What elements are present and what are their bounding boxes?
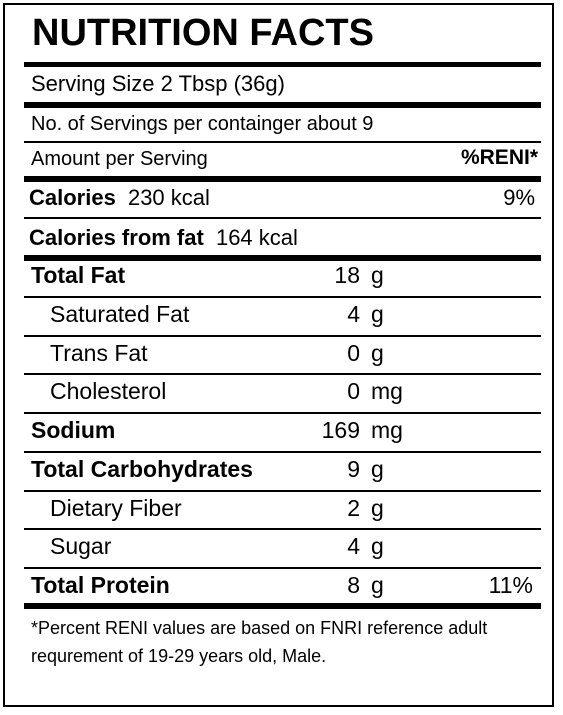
amount-per-serving: Amount per Serving (31, 148, 208, 170)
nutrient-row: Dietary Fiber 2 g (0, 495, 563, 531)
nutrient-reni-pct: 11% (488, 572, 533, 598)
nutrient-name: Sodium (31, 417, 116, 443)
divider-thin (24, 412, 541, 414)
nutrient-row: Sodium 169 mg (0, 417, 563, 453)
divider-thin (24, 373, 541, 375)
nutrient-amount: 0 (347, 340, 360, 366)
nutrient-amount: 8 (347, 572, 360, 598)
nutrient-unit: g (371, 572, 384, 598)
divider-thin (24, 567, 541, 569)
calories-pct: 9% (503, 185, 535, 210)
nutrient-name: Total Protein (31, 572, 170, 598)
nutrient-row: Saturated Fat 4 g (0, 301, 563, 337)
nutrient-unit: mg (371, 417, 403, 443)
nutrient-row: Sugar 4 g (0, 533, 563, 569)
divider-thin (24, 335, 541, 337)
nutrient-unit: g (371, 456, 384, 482)
nutrient-name: Total Carbohydrates (31, 456, 253, 482)
divider-thin (24, 141, 541, 143)
nutrient-row: Trans Fat 0 g (0, 340, 563, 376)
nutrient-row: Total Protein 8 g 11% (0, 572, 563, 608)
servings-per-container: No. of Servings per containger about 9 (31, 113, 374, 135)
nutrient-name: Trans Fat (50, 340, 148, 366)
calories-row: Calories 230 kcal (29, 185, 210, 211)
calories-label: Calories (29, 185, 116, 210)
nutrient-unit: g (371, 340, 384, 366)
divider-thick (24, 102, 541, 108)
nutrient-unit: g (371, 495, 384, 521)
calories-value: 230 kcal (127, 185, 210, 210)
calories-from-fat-value: 164 kcal (215, 225, 298, 250)
nutrient-amount: 169 (321, 417, 360, 443)
divider-thin (24, 451, 541, 453)
nutrient-amount: 2 (347, 495, 360, 521)
label-frame (3, 3, 554, 707)
footnote: *Percent RENI values are based on FNRI r… (31, 618, 488, 666)
nutrient-amount: 0 (347, 378, 360, 404)
calories-from-fat-label: Calories from fat (29, 225, 204, 250)
divider-thick (24, 603, 541, 609)
divider-thick (24, 62, 541, 67)
nutrient-name: Saturated Fat (50, 301, 190, 327)
divider-thin (24, 490, 541, 492)
nutrient-unit: mg (371, 378, 403, 404)
nutrient-amount: 9 (347, 456, 360, 482)
nutrient-row: Total Carbohydrates 9 g (0, 456, 563, 492)
nutrient-amount: 4 (347, 533, 360, 559)
nutrient-unit: g (371, 533, 384, 559)
divider-thin (24, 296, 541, 298)
nutrient-row: Cholesterol 0 mg (0, 378, 563, 414)
serving-size: Serving Size 2 Tbsp (36g) (31, 71, 285, 96)
nutrient-name: Total Fat (31, 262, 126, 288)
nutrient-name: Dietary Fiber (50, 495, 182, 521)
nutrient-unit: g (371, 262, 384, 288)
divider-thin (24, 528, 541, 530)
label-title: NUTRITION FACTS (32, 12, 374, 54)
nutrient-unit: g (371, 301, 384, 327)
divider-thin (24, 217, 541, 219)
nutrient-name: Cholesterol (50, 378, 167, 404)
nutrient-row: Total Fat 18 g (0, 262, 563, 298)
reni-header: %RENI* (460, 146, 538, 169)
divider-thick (24, 255, 541, 261)
nutrient-name: Sugar (50, 533, 112, 559)
divider-thick (24, 176, 541, 182)
nutrient-amount: 18 (334, 262, 360, 288)
calories-from-fat-row: Calories from fat 164 kcal (29, 225, 298, 251)
nutrient-amount: 4 (347, 301, 360, 327)
